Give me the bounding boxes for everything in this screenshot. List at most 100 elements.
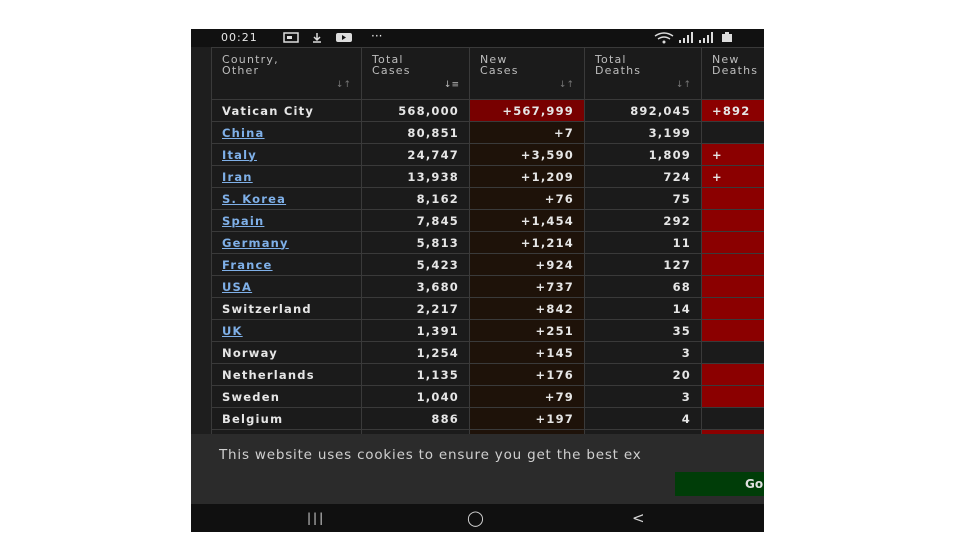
total-cases-cell: 80,851 [361,121,470,144]
new-deaths-cell [701,341,764,364]
new-deaths-cell [701,231,764,254]
total-deaths-cell: 3 [584,341,702,364]
country-cell[interactable]: Iran [211,165,362,188]
country-link[interactable]: Italy [222,147,257,162]
total-cases-cell: 1,254 [361,341,470,364]
new-deaths-cell [701,297,764,320]
table-row: China 80,851 +7 3,199 [211,121,764,144]
total-cases-cell: 568,000 [361,99,470,122]
table-row: Italy 24,747 +3,590 1,809 + [211,143,764,166]
total-deaths-cell: 75 [584,187,702,210]
new-deaths-cell [701,319,764,342]
country-cell: Netherlands [211,363,362,386]
country-cell[interactable]: USA [211,275,362,298]
total-deaths-cell: 724 [584,165,702,188]
image-icon [283,32,299,43]
new-cases-cell: +1,214 [469,231,585,254]
total-deaths-cell: 292 [584,209,702,232]
header-new-deaths[interactable]: New Deaths [701,47,764,100]
country-cell[interactable]: France [211,253,362,276]
wifi-icon [654,32,674,44]
status-time: 00:21 [221,31,258,44]
cookie-accept-button[interactable]: Go [675,472,764,496]
country-link[interactable]: China [222,125,265,140]
sort-icon: ↓↑ [675,80,691,90]
table-row: Iran 13,938 +1,209 724 + [211,165,764,188]
signal-icon-2 [699,32,713,43]
country-cell: Belgium [211,407,362,430]
country-link[interactable]: Spain [222,213,265,228]
download-icon [313,33,321,43]
country-cell[interactable]: Spain [211,209,362,232]
country-cell[interactable]: Italy [211,143,362,166]
header-total-deaths[interactable]: Total Deaths ↓↑ [584,47,702,100]
cookie-text: This website uses cookies to ensure you … [219,447,642,463]
new-deaths-cell [701,407,764,430]
total-deaths-cell: 1,809 [584,143,702,166]
total-deaths-cell: 892,045 [584,99,702,122]
more-dots: ··· [371,29,383,43]
country-link[interactable]: S. Korea [222,191,287,206]
new-cases-cell: +924 [469,253,585,276]
country-cell[interactable]: China [211,121,362,144]
total-cases-cell: 1,391 [361,319,470,342]
total-deaths-cell: 4 [584,407,702,430]
country-cell: Switzerland [211,297,362,320]
new-deaths-cell [701,253,764,276]
sort-icon: ↓↑ [335,80,351,90]
country-cell[interactable]: UK [211,319,362,342]
table-row: Netherlands 1,135 +176 20 [211,363,764,386]
new-cases-cell: +176 [469,363,585,386]
table-row: Norway 1,254 +145 3 [211,341,764,364]
new-cases-cell: +251 [469,319,585,342]
country-link[interactable]: UK [222,323,243,338]
total-cases-cell: 3,680 [361,275,470,298]
table-body: Vatican City 568,000 +567,999 892,045 +892 Ch… [211,99,764,434]
new-cases-cell: +79 [469,385,585,408]
new-deaths-cell [701,385,764,408]
total-deaths-cell: 35 [584,319,702,342]
header-total-cases[interactable]: Total Cases ↓≡ [361,47,470,100]
total-deaths-cell: 68 [584,275,702,298]
sort-icon: ↓↑ [558,80,574,90]
android-nav-bar: ||| ◯ < [191,504,764,532]
header-country[interactable]: Country, Other ↓↑ [211,47,362,100]
country-link[interactable]: USA [222,279,253,294]
total-cases-cell: 5,813 [361,231,470,254]
total-deaths-cell: 20 [584,363,702,386]
country-cell[interactable]: Germany [211,231,362,254]
country-cell: Norway [211,341,362,364]
new-deaths-cell [701,429,764,434]
new-deaths-cell [701,363,764,386]
total-cases-cell: 1,040 [361,385,470,408]
table-row: France 5,423 +924 127 [211,253,764,276]
new-deaths-cell: + [701,165,764,188]
table-header-row: Country, Other ↓↑ Total Cases ↓≡ New Cases ↓↑ … [211,47,764,100]
country-link[interactable]: Iran [222,169,253,184]
country-cell: Sweden [211,385,362,408]
new-deaths-cell [701,209,764,232]
new-cases-cell: +1,209 [469,165,585,188]
header-new-cases[interactable]: New Cases ↓↑ [469,47,585,100]
phone-screen: 00:21 ··· Country, Other ↓↑ Total Cases ↓≡ N… [191,29,764,532]
video-icon [336,33,352,42]
total-cases-cell: 8,162 [361,187,470,210]
new-cases-cell: +1,454 [469,209,585,232]
recent-apps-button[interactable]: ||| [307,511,326,525]
table-row: S. Korea 8,162 +76 75 [211,187,764,210]
country-link[interactable]: France [222,257,273,272]
back-button[interactable]: < [632,509,645,527]
table-row: Vatican City 568,000 +567,999 892,045 +892 [211,99,764,122]
table-row: Spain 7,845 +1,454 292 [211,209,764,232]
covid-table-container: Country, Other ↓↑ Total Cases ↓≡ New Cases ↓↑ … [211,47,764,434]
total-cases-cell: 886 [361,407,470,430]
home-button[interactable]: ◯ [467,509,484,527]
cookie-banner: This website uses cookies to ensure you … [191,434,764,504]
new-cases-cell: +567,999 [469,99,585,122]
sort-active-icon: ↓≡ [443,80,459,90]
country-link[interactable]: Germany [222,235,289,250]
battery-icon [722,32,732,42]
new-deaths-cell [701,275,764,298]
table-row: Germany 5,813 +1,214 11 [211,231,764,254]
country-cell[interactable]: S. Korea [211,187,362,210]
